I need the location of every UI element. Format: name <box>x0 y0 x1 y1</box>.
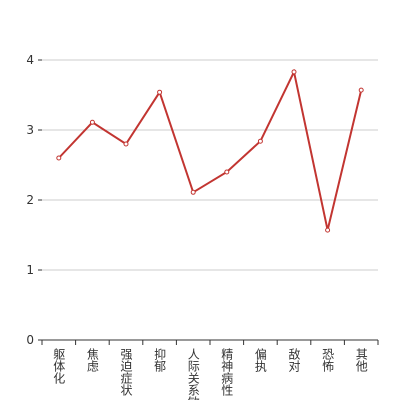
x-tick-label: 恐怖 <box>321 348 335 372</box>
x-tick-label: 敌对 <box>287 347 301 372</box>
y-tick-label: 0 <box>26 333 34 347</box>
point <box>56 155 62 161</box>
x-tick-label: 人际关系敏感 <box>186 348 200 400</box>
y-tick-label: 1 <box>26 263 34 277</box>
point <box>325 227 331 233</box>
x-tick-label: 偏执 <box>253 347 267 373</box>
point <box>358 87 364 93</box>
line <box>58 68 363 231</box>
y-tick-label: 3 <box>26 123 34 137</box>
y-tick-label: 4 <box>26 53 34 67</box>
point <box>224 169 230 175</box>
point <box>190 189 196 195</box>
point <box>89 119 95 125</box>
y-tick-label: 2 <box>26 193 34 207</box>
point <box>257 138 263 144</box>
x-tick-label: 强迫症状 <box>119 348 133 396</box>
x-tick-label: 焦虑 <box>85 348 99 372</box>
point <box>123 141 129 147</box>
x-tick-label: 躯体化 <box>52 347 66 385</box>
point <box>291 69 297 75</box>
x-tick-label: 其他 <box>354 348 368 372</box>
point <box>157 89 163 95</box>
x-tick-label: 抑郁 <box>153 347 167 373</box>
x-tick-label: 精神病性 <box>220 348 234 397</box>
